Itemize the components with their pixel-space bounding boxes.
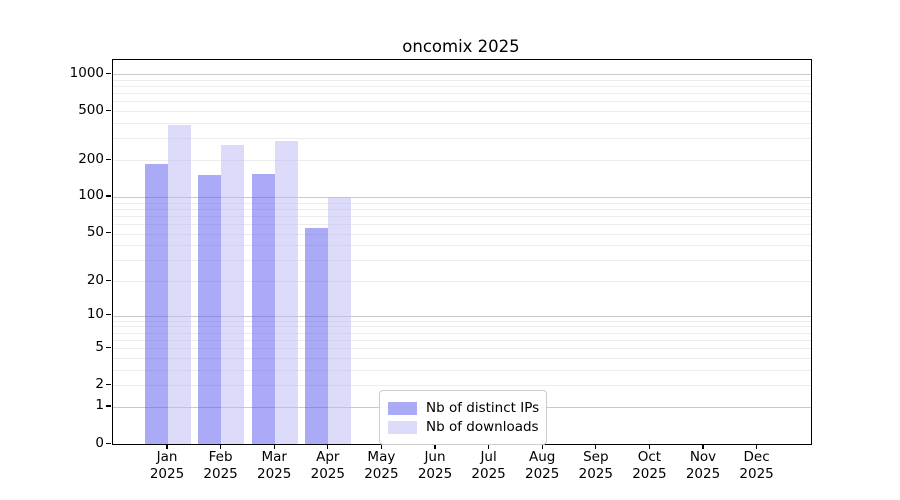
y-tick-mark-5 <box>106 346 111 348</box>
x-tick-mark-oct <box>648 444 651 449</box>
gridline-7 <box>113 332 811 334</box>
x-tick-label-apr: Apr 2025 <box>310 449 345 482</box>
y-tick-label-5: 5 <box>95 338 104 355</box>
y-tick-mark-10 <box>106 314 111 316</box>
y-tick-label-2: 2 <box>95 375 104 392</box>
x-tick-label-sep: Sep 2025 <box>578 449 613 482</box>
bar-nb-of-distinct-ips-jan <box>144 164 168 444</box>
gridline-4 <box>113 357 811 359</box>
legend-entry-distinct-ips: Nb of distinct IPs <box>388 400 540 416</box>
x-tick-mark-jan <box>166 444 168 449</box>
gridline-30 <box>113 260 811 262</box>
x-tick-mark-feb <box>220 444 222 449</box>
gridline-800 <box>113 86 811 87</box>
gridline-40 <box>113 245 811 247</box>
y-tick-label-1: 1 <box>95 397 104 414</box>
y-tick-mark-20 <box>106 279 111 281</box>
x-tick-label-jul: Jul 2025 <box>471 449 506 482</box>
gridline-900 <box>113 79 811 81</box>
y-tick-mark-500 <box>106 109 111 111</box>
y-tick-mark-100 <box>106 195 111 197</box>
gridline-50 <box>113 233 811 235</box>
y-tick-label-20: 20 <box>86 271 104 288</box>
y-tick-mark-1000 <box>106 72 111 74</box>
legend-label-distinct-ips: Nb of distinct IPs <box>426 400 540 416</box>
x-tick-mark-dec <box>756 444 758 449</box>
x-tick-label-oct: Oct 2025 <box>632 449 667 482</box>
legend-entry-downloads: Nb of downloads <box>388 419 539 435</box>
legend-label-downloads: Nb of downloads <box>426 419 539 435</box>
gridline-80 <box>113 208 811 210</box>
bar-nb-of-downloads-mar <box>274 141 298 444</box>
plot-area <box>112 59 812 445</box>
bar-nb-of-downloads-feb <box>221 145 245 444</box>
gridline-700 <box>113 93 811 95</box>
x-tick-label-dec: Dec 2025 <box>739 449 774 482</box>
bar-nb-of-distinct-ips-feb <box>198 175 222 444</box>
y-tick-label-50: 50 <box>86 224 104 240</box>
y-tick-label-500: 500 <box>78 101 104 118</box>
legend-swatch-distinct-ips <box>388 401 417 415</box>
gridline-1000 <box>113 74 811 75</box>
gridline-200 <box>113 160 811 161</box>
x-tick-mark-nov <box>702 444 704 449</box>
legend-box: Nb of distinct IPs Nb of downloads <box>379 390 547 445</box>
gridline-600 <box>113 101 811 103</box>
x-tick-label-may: May 2025 <box>364 449 399 482</box>
gridline-10 <box>113 315 811 317</box>
x-tick-mark-sep <box>595 444 597 449</box>
gridline-9 <box>113 320 811 322</box>
y-tick-label-100: 100 <box>78 187 104 204</box>
y-tick-mark-2 <box>106 383 111 385</box>
x-tick-label-mar: Mar 2025 <box>257 449 292 482</box>
gridline-3 <box>113 369 811 371</box>
y-tick-mark-200 <box>106 158 111 160</box>
x-tick-mark-may <box>380 444 383 449</box>
gridline-6 <box>113 339 811 341</box>
legend-swatch-downloads <box>388 420 417 434</box>
x-tick-label-aug: Aug 2025 <box>525 449 560 482</box>
y-tick-label-10: 10 <box>86 306 104 323</box>
gridline-5 <box>113 348 811 350</box>
x-tick-label-jun: Jun 2025 <box>417 449 453 482</box>
x-tick-mark-apr <box>327 444 329 449</box>
bar-nb-of-downloads-jan <box>167 125 191 444</box>
y-tick-mark-1 <box>106 405 111 407</box>
gridline-400 <box>113 123 811 124</box>
gridline-500 <box>113 111 811 113</box>
gridline-90 <box>113 202 811 204</box>
x-tick-label-jan: Jan 2025 <box>149 449 185 482</box>
gridline-300 <box>113 138 811 140</box>
y-tick-label-1000: 1000 <box>69 64 104 81</box>
gridline-70 <box>113 215 811 217</box>
bar-nb-of-distinct-ips-apr <box>305 228 329 444</box>
gridline-100 <box>113 196 811 198</box>
x-tick-mark-jul <box>488 444 490 449</box>
x-tick-label-nov: Nov 2025 <box>685 449 721 482</box>
x-tick-mark-aug <box>541 444 543 449</box>
x-tick-label-feb: Feb 2025 <box>203 449 238 482</box>
chart-title: oncomix 2025 <box>402 37 520 56</box>
gridline-60 <box>113 223 811 225</box>
x-tick-mark-mar <box>273 444 275 449</box>
gridline-20 <box>113 281 811 282</box>
bar-nb-of-distinct-ips-mar <box>251 173 275 444</box>
y-tick-mark-0 <box>106 442 111 444</box>
bar-nb-of-downloads-apr <box>328 196 352 444</box>
x-tick-mark-jun <box>434 444 436 449</box>
y-tick-label-0: 0 <box>95 434 104 451</box>
y-tick-label-200: 200 <box>78 150 104 167</box>
gridline-2 <box>113 385 811 387</box>
y-tick-mark-50 <box>106 232 111 234</box>
gridline-8 <box>113 326 811 328</box>
